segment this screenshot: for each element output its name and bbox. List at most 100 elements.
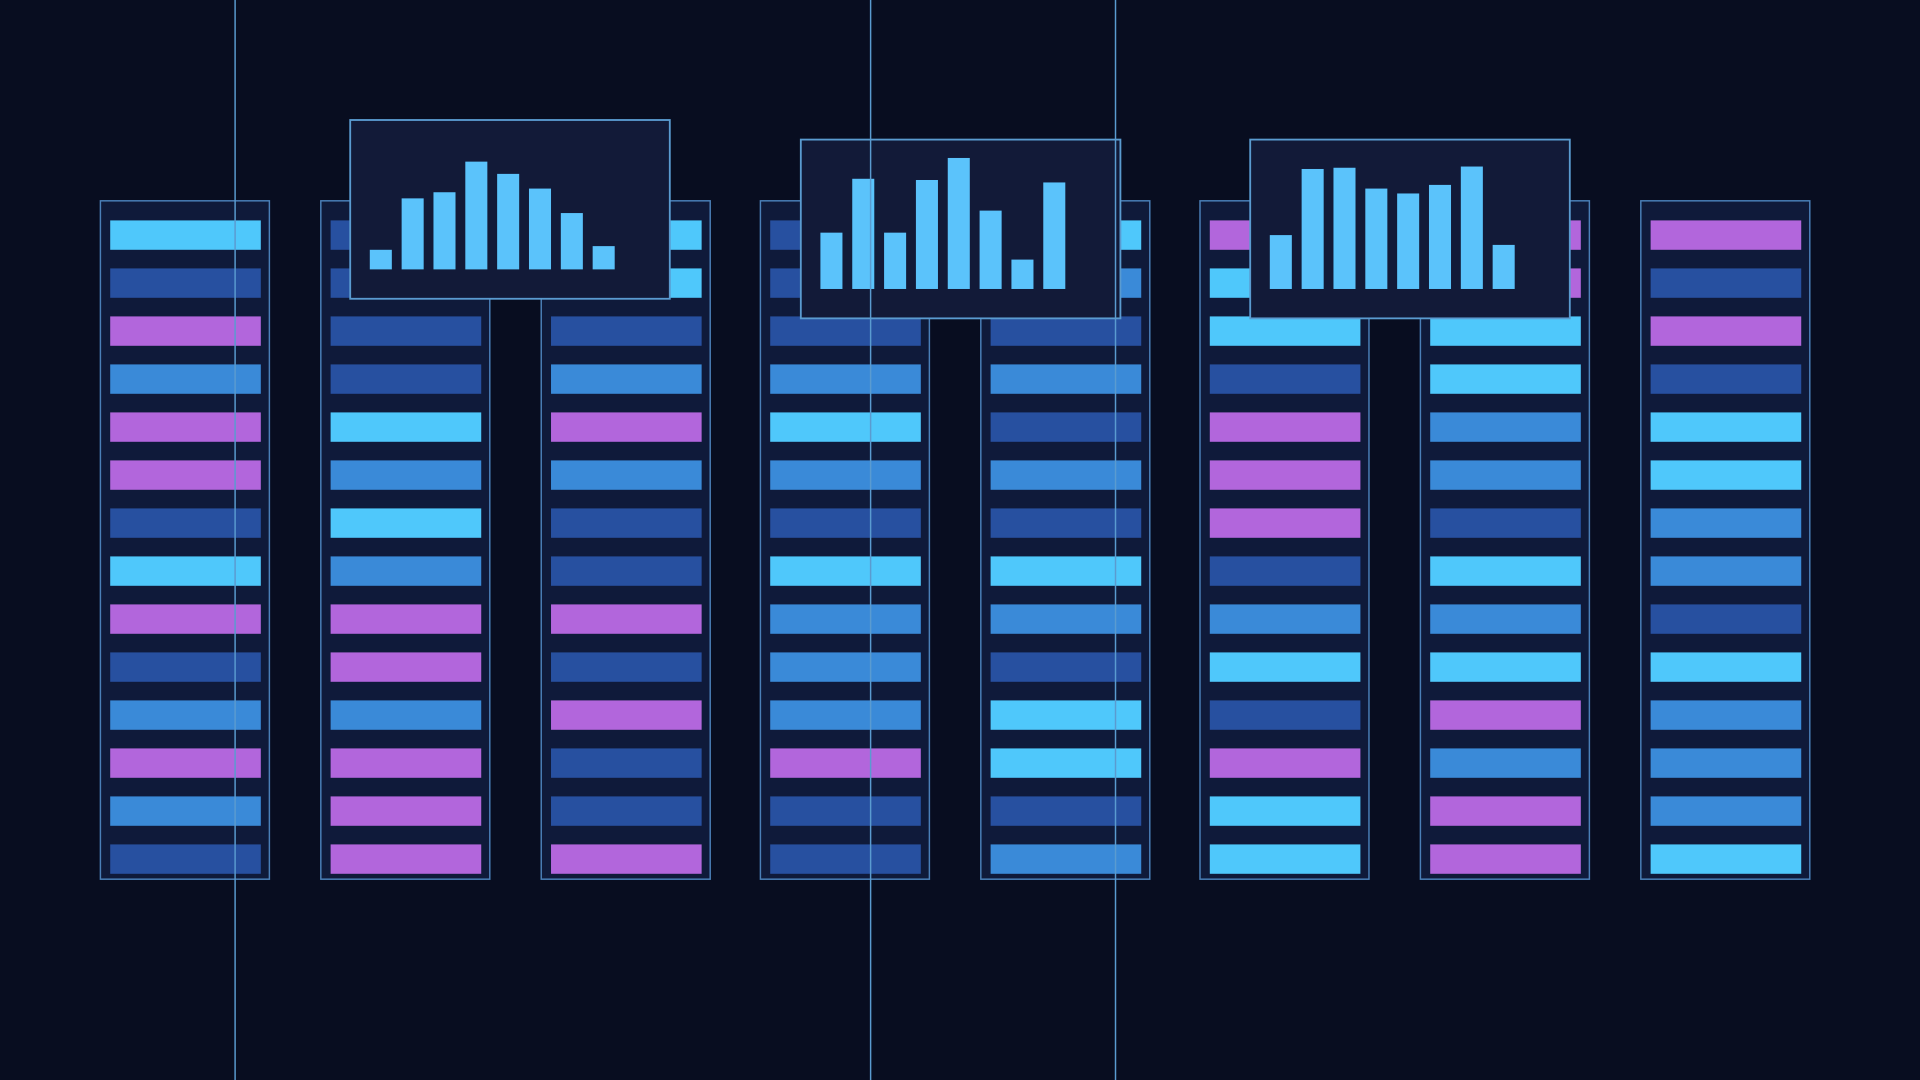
stripe <box>1209 460 1361 490</box>
popup-bar <box>528 188 552 270</box>
stripe <box>770 604 921 634</box>
stripe <box>330 412 482 442</box>
stripe <box>110 748 261 778</box>
stripe <box>551 316 702 346</box>
stripe <box>1650 652 1802 682</box>
stripe <box>770 412 921 442</box>
stripe <box>330 844 482 874</box>
stripe <box>551 412 702 442</box>
stripe <box>330 508 482 538</box>
stripe <box>1430 316 1581 346</box>
stripe <box>1650 412 1802 442</box>
popup-bar <box>560 213 583 270</box>
stripe <box>110 364 261 394</box>
stripe <box>110 556 261 586</box>
popup-bar <box>1043 182 1066 289</box>
stripe <box>1430 844 1581 874</box>
popup-bar <box>592 246 615 270</box>
popup-bar <box>820 232 843 289</box>
stripe <box>1209 796 1361 826</box>
stripe <box>770 316 921 346</box>
stripe <box>1650 316 1802 346</box>
stripe <box>1209 316 1361 346</box>
stripe <box>990 460 1142 490</box>
stripe <box>1650 700 1802 730</box>
stripe <box>1430 700 1581 730</box>
stripe <box>110 844 261 874</box>
stripe <box>990 652 1142 682</box>
stripe <box>110 604 261 634</box>
stripe <box>1209 604 1361 634</box>
stripe <box>990 748 1142 778</box>
popup-bar <box>979 210 1002 289</box>
popup-bar <box>915 180 938 289</box>
stripe <box>330 460 482 490</box>
stripe <box>1650 748 1802 778</box>
popup-bar <box>1269 235 1292 289</box>
stripe <box>990 412 1142 442</box>
stripe <box>770 844 921 874</box>
stripe <box>110 796 261 826</box>
stripe <box>330 652 482 682</box>
stripe <box>330 604 482 634</box>
stripe <box>990 700 1142 730</box>
stripe <box>1430 556 1581 586</box>
popup-bar <box>1333 167 1356 289</box>
stripe <box>110 652 261 682</box>
stripe <box>551 844 702 874</box>
stripe <box>1209 508 1361 538</box>
stripe <box>330 796 482 826</box>
stripe <box>110 316 261 346</box>
stripe <box>110 460 261 490</box>
popup-bar <box>497 173 520 270</box>
stripe <box>330 700 482 730</box>
stripe <box>1209 556 1361 586</box>
stripe <box>1430 604 1581 634</box>
stripe <box>551 700 702 730</box>
stripe <box>110 412 261 442</box>
stripe <box>330 316 482 346</box>
stripe <box>990 604 1142 634</box>
stripe <box>1430 364 1581 394</box>
stripe <box>110 508 261 538</box>
stripe <box>110 268 261 298</box>
stripe <box>551 652 702 682</box>
popup-bar <box>465 161 488 270</box>
stripe <box>1209 652 1361 682</box>
stripe <box>770 700 921 730</box>
stripe <box>1650 220 1802 250</box>
stripe <box>770 796 921 826</box>
stripe <box>990 796 1142 826</box>
stripe <box>1209 364 1361 394</box>
stripe <box>1430 796 1581 826</box>
stripe <box>990 556 1142 586</box>
popup-bar <box>884 232 907 289</box>
stripe <box>1209 700 1361 730</box>
stripe <box>1209 748 1361 778</box>
stripe <box>770 748 921 778</box>
stripe <box>1650 364 1802 394</box>
popup-bar <box>433 192 456 270</box>
stripe <box>1209 412 1361 442</box>
stripe <box>551 604 702 634</box>
popup-bar <box>401 198 424 270</box>
stripe <box>110 700 261 730</box>
stripe <box>990 508 1142 538</box>
stripe <box>1650 460 1802 490</box>
stripe <box>1209 844 1361 874</box>
stripe <box>1650 604 1802 634</box>
stripe <box>551 796 702 826</box>
popup-bar <box>369 249 392 270</box>
stripe <box>1430 652 1581 682</box>
stripe <box>1430 412 1581 442</box>
stripe <box>1430 748 1581 778</box>
popup-bar <box>1460 166 1483 289</box>
stripe <box>1650 268 1802 298</box>
stripe <box>1650 796 1802 826</box>
stripe <box>1650 556 1802 586</box>
popup-bar <box>852 178 875 289</box>
popup-bar <box>947 157 970 289</box>
stripe <box>770 508 921 538</box>
